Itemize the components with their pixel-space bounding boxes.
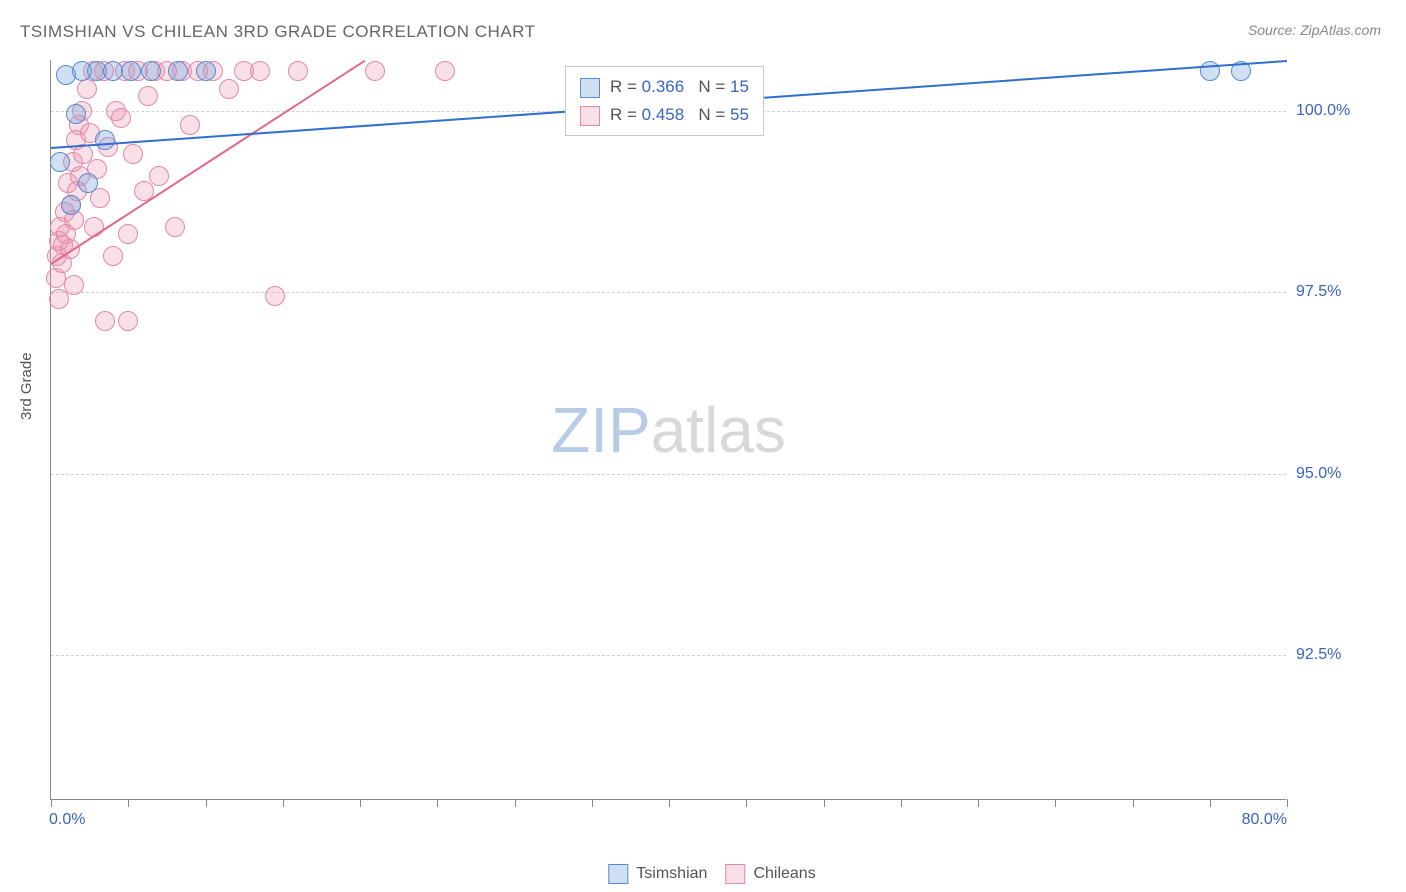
scatter-point-chileans: [165, 217, 185, 237]
x-tick: [746, 799, 747, 807]
x-tick-label: 0.0%: [49, 811, 85, 829]
scatter-point-tsimshian: [168, 61, 188, 81]
plot-area: ZIPatlas 92.5%95.0%97.5%100.0%0.0%80.0%: [50, 60, 1286, 800]
x-tick: [51, 799, 52, 807]
scatter-point-chileans: [111, 108, 131, 128]
scatter-point-chileans: [288, 61, 308, 81]
legend-swatch-tsimshian: [608, 864, 628, 884]
legend-swatch-chileans: [725, 864, 745, 884]
y-axis-label: 3rd Grade: [18, 352, 35, 420]
scatter-point-chileans: [180, 115, 200, 135]
y-tick-label: 100.0%: [1296, 102, 1366, 120]
x-tick: [1133, 799, 1134, 807]
legend-label-tsimshian: Tsimshian: [636, 865, 707, 882]
x-tick: [978, 799, 979, 807]
scatter-point-tsimshian: [78, 173, 98, 193]
scatter-point-chileans: [123, 144, 143, 164]
scatter-point-chileans: [435, 61, 455, 81]
x-tick: [1210, 799, 1211, 807]
x-tick: [128, 799, 129, 807]
scatter-point-chileans: [138, 86, 158, 106]
source-label: Source: ZipAtlas.com: [1248, 22, 1381, 38]
x-tick: [1055, 799, 1056, 807]
x-tick: [669, 799, 670, 807]
stats-row-tsimshian: R = 0.366 N = 15: [580, 73, 749, 101]
scatter-point-chileans: [365, 61, 385, 81]
legend-bottom: Tsimshian Chileans: [590, 864, 815, 884]
chart-title: TSIMSHIAN VS CHILEAN 3RD GRADE CORRELATI…: [20, 22, 536, 42]
x-tick: [515, 799, 516, 807]
scatter-point-tsimshian: [103, 61, 123, 81]
scatter-point-tsimshian: [66, 104, 86, 124]
gridline-horizontal: [51, 474, 1286, 475]
x-tick: [283, 799, 284, 807]
y-tick-label: 92.5%: [1296, 646, 1366, 664]
correlation-stats-box: R = 0.366 N = 15R = 0.458 N = 55: [565, 66, 764, 136]
scatter-point-chileans: [103, 246, 123, 266]
scatter-point-chileans: [49, 289, 69, 309]
legend-label-chileans: Chileans: [753, 865, 815, 882]
scatter-point-chileans: [250, 61, 270, 81]
y-tick-label: 97.5%: [1296, 283, 1366, 301]
scatter-point-tsimshian: [121, 61, 141, 81]
gridline-horizontal: [51, 292, 1286, 293]
stats-row-chileans: R = 0.458 N = 55: [580, 101, 749, 129]
scatter-point-chileans: [149, 166, 169, 186]
scatter-point-chileans: [118, 224, 138, 244]
x-tick-label: 80.0%: [1242, 811, 1287, 829]
scatter-point-chileans: [64, 275, 84, 295]
scatter-point-tsimshian: [61, 195, 81, 215]
scatter-point-tsimshian: [141, 61, 161, 81]
y-tick-label: 95.0%: [1296, 465, 1366, 483]
x-tick: [437, 799, 438, 807]
gridline-horizontal: [51, 655, 1286, 656]
x-tick: [360, 799, 361, 807]
scatter-point-tsimshian: [50, 152, 70, 172]
watermark: ZIPatlas: [551, 393, 786, 467]
scatter-point-chileans: [219, 79, 239, 99]
x-tick: [1287, 799, 1288, 807]
scatter-point-chileans: [77, 79, 97, 99]
x-tick: [206, 799, 207, 807]
x-tick: [901, 799, 902, 807]
scatter-point-chileans: [265, 286, 285, 306]
x-tick: [824, 799, 825, 807]
scatter-point-chileans: [118, 311, 138, 331]
scatter-point-chileans: [95, 311, 115, 331]
x-tick: [592, 799, 593, 807]
scatter-point-tsimshian: [196, 61, 216, 81]
scatter-point-tsimshian: [95, 130, 115, 150]
